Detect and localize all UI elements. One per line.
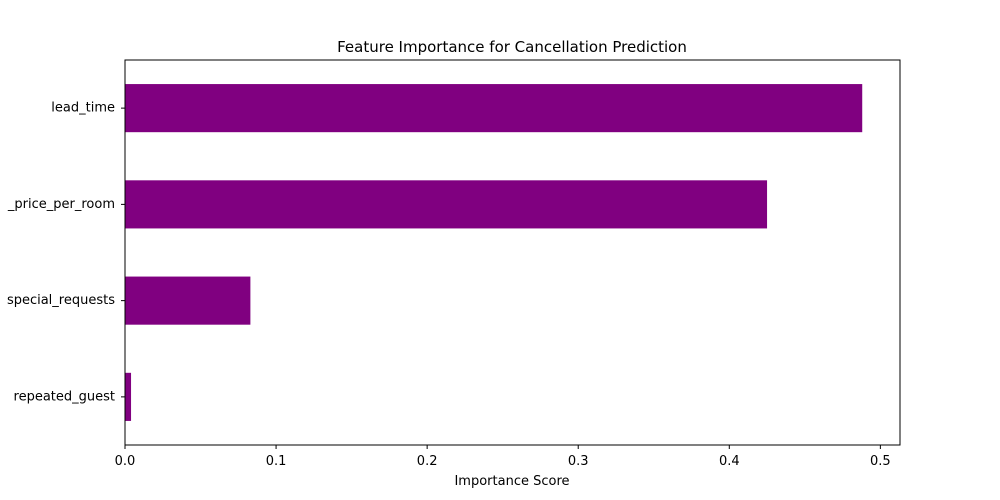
- bars-group: [125, 84, 863, 421]
- chart-title: Feature Importance for Cancellation Pred…: [337, 38, 687, 56]
- y-axis: lead_time _price_per_room special_requests…: [7, 101, 125, 404]
- y-tick-label: repeated_guest: [14, 389, 115, 404]
- bar-lead-time: [125, 84, 863, 133]
- x-tick-label: 0.0: [115, 454, 136, 469]
- bar-price-per-room: [125, 180, 768, 229]
- plot-frame: [124, 59, 901, 446]
- x-axis-label: Importance Score: [454, 474, 569, 489]
- x-tick-label: 0.3: [568, 454, 589, 469]
- x-tick-label: 0.2: [417, 454, 438, 469]
- x-tick-label: 0.4: [719, 454, 740, 469]
- y-tick-label: special_requests: [7, 293, 115, 308]
- bar-special-requests: [125, 276, 251, 325]
- y-tick-label: _price_per_room: [7, 197, 115, 212]
- y-tick-label: lead_time: [51, 101, 115, 116]
- x-tick-label: 0.5: [870, 454, 891, 469]
- x-axis: 0.0 0.1 0.2 0.3 0.4 0.5: [115, 445, 891, 469]
- bar-repeated-guest: [125, 372, 132, 421]
- x-tick-label: 0.1: [266, 454, 287, 469]
